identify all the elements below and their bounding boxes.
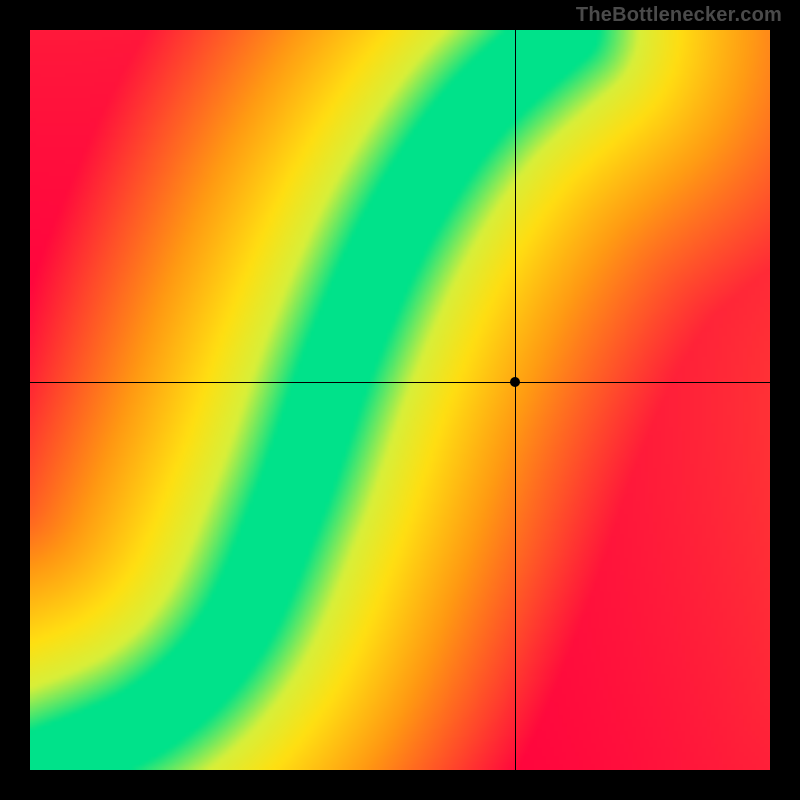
heatmap-canvas	[30, 30, 770, 770]
crosshair-vertical	[515, 30, 516, 770]
watermark-text: TheBottlenecker.com	[576, 4, 782, 27]
crosshair-horizontal	[30, 382, 770, 383]
crosshair-marker[interactable]	[510, 377, 520, 387]
heatmap-plot	[30, 30, 770, 770]
